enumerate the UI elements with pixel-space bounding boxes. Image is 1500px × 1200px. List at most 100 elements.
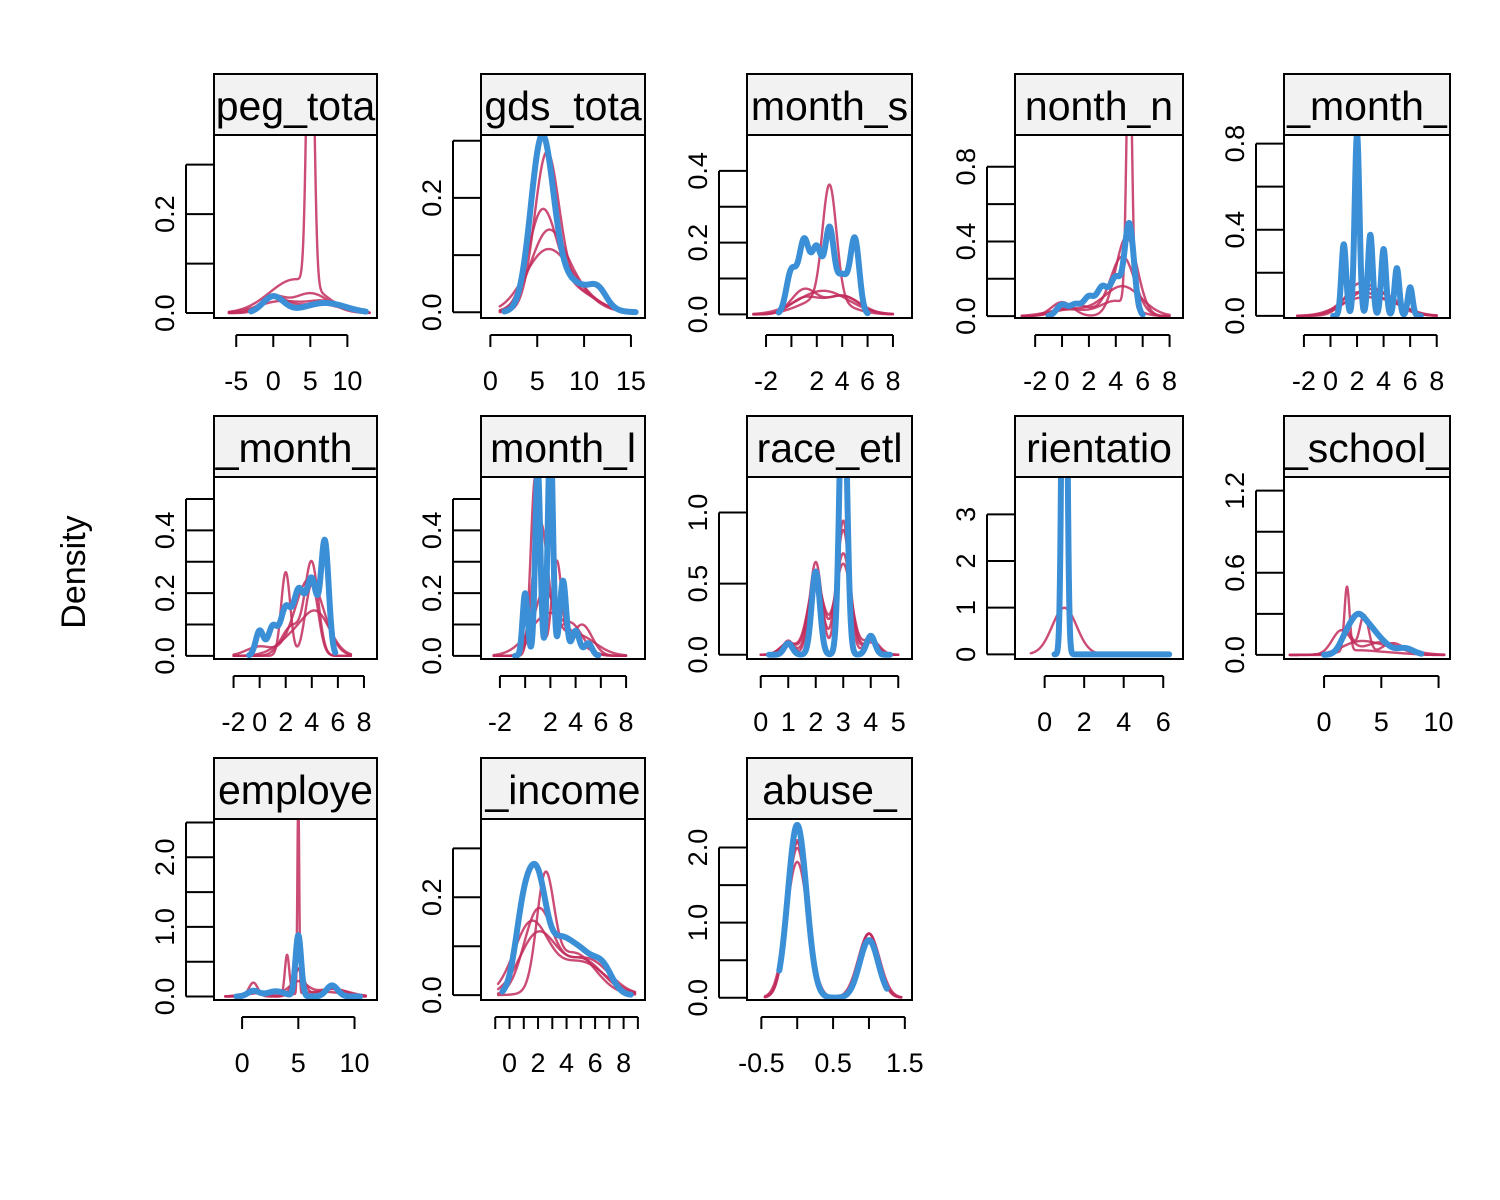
x-tick-label: -0.5 (738, 1048, 785, 1078)
observed-density-line (499, 860, 634, 998)
x-tick-label: 0 (483, 366, 498, 396)
strip-label: _month_ (1286, 83, 1448, 129)
strip-label: month_l (490, 425, 636, 471)
y-tick-label: 1.0 (150, 908, 180, 946)
strip-label: abuse_ (762, 767, 898, 813)
x-tick-label: 0 (1317, 707, 1332, 737)
y-tick-label: 0.0 (150, 978, 180, 1016)
x-tick-label: 4 (568, 707, 583, 737)
strip-box (746, 757, 913, 820)
x-tick-label: 8 (356, 707, 371, 737)
strip-label: employe (218, 767, 373, 813)
panel-month: _month_ -2 0 2 4 6 8 0.0 0.2 0.4 (150, 415, 378, 737)
x-tick-label: 5 (303, 366, 318, 396)
y-tick-label: 0.2 (417, 179, 447, 217)
x-tick-label: -2 (488, 707, 512, 737)
y-tick-label: 0.6 (1220, 554, 1250, 592)
plot-frame (213, 476, 378, 660)
strip-box (1283, 73, 1451, 136)
x-tick-label: 6 (860, 366, 875, 396)
panel-month_n: nonth_n -2 0 2 4 6 8 0.0 0.4 0.8 (951, 73, 1184, 396)
y-tick-label: 0.8 (951, 148, 981, 186)
x-tick-label: 1 (781, 707, 796, 737)
x-tick-label: 0 (502, 1048, 517, 1078)
x-tick-label: 0 (1037, 707, 1052, 737)
x-tick-label: 6 (1403, 366, 1418, 396)
panel-gds_total: gds_tota 0 5 10 15 0.0 0.2 (417, 73, 646, 396)
x-tick-label: 0 (235, 1048, 250, 1078)
x-tick-label: 0.5 (814, 1048, 852, 1078)
x-tick-label: 10 (1424, 707, 1454, 737)
observed-density-line (248, 293, 369, 315)
y-axis-label: Density (55, 515, 93, 628)
strip-label: rientatio (1026, 425, 1172, 471)
x-tick-label: 6 (330, 707, 345, 737)
strip-label: _school_ (1284, 425, 1450, 471)
strip-box (213, 73, 378, 136)
y-tick-label: 0.4 (150, 512, 180, 550)
y-tick-label: 0 (951, 647, 981, 662)
observed-density-line (501, 135, 639, 316)
panel-peg_total: peg_tota -5 0 5 10 0.0 0.2 (150, 73, 378, 396)
y-tick-label: 0.4 (1220, 211, 1250, 249)
plot-frame (480, 476, 646, 660)
y-tick-label: 0.0 (683, 636, 713, 674)
x-tick-label: 2 (531, 1048, 546, 1078)
x-tick-label: 5 (291, 1048, 306, 1078)
x-tick-label: -5 (224, 366, 248, 396)
strip-box (746, 73, 913, 136)
strip-box (1014, 415, 1184, 478)
plot-frame (213, 818, 378, 1001)
x-tick-label: 10 (569, 366, 599, 396)
x-tick-label: 2 (808, 707, 823, 737)
x-tick-label: 0 (1055, 366, 1070, 396)
x-tick-label: 2 (543, 707, 558, 737)
strip-box (480, 73, 646, 136)
strip-box (213, 415, 378, 478)
plot-frame (1014, 134, 1184, 319)
x-tick-label: 8 (616, 1048, 631, 1078)
strip-box (746, 415, 913, 478)
y-tick-label: 0.2 (150, 195, 180, 233)
x-tick-label: 4 (559, 1048, 574, 1078)
panel-employed: employe 0 5 10 0.0 1.0 2.0 (150, 757, 378, 1078)
y-tick-label: 1 (951, 600, 981, 615)
panel-race_eth: race_etl 0 1 2 3 4 5 0.0 0.5 1.0 (683, 415, 913, 737)
x-tick-label: 2 (1350, 366, 1365, 396)
strip-label: nonth_n (1025, 83, 1173, 129)
x-tick-label: 5 (530, 366, 545, 396)
y-tick-label: 0.2 (417, 574, 447, 612)
x-tick-label: 6 (593, 707, 608, 737)
y-tick-label: 0.0 (417, 637, 447, 675)
observed-density-line (1051, 477, 1173, 658)
panel-month_s: month_s -2 2 4 6 8 0.0 0.2 0.4 (683, 73, 913, 396)
y-tick-label: 0.0 (683, 979, 713, 1017)
x-tick-label: -2 (754, 366, 778, 396)
x-tick-label: 0 (252, 707, 267, 737)
strip-box (213, 757, 378, 820)
y-tick-label: 0.0 (683, 296, 713, 334)
y-tick-label: 0.0 (150, 637, 180, 675)
y-tick-label: 0.2 (417, 878, 447, 916)
x-tick-label: 4 (835, 366, 850, 396)
plot-frame (480, 818, 646, 1001)
strip-label: _month_ (215, 425, 377, 471)
strip-label: gds_tota (484, 83, 641, 129)
y-tick-label: 0.0 (417, 976, 447, 1014)
x-tick-label: 4 (1376, 366, 1391, 396)
plot-frame (746, 818, 913, 1001)
x-tick-label: 5 (1374, 707, 1389, 737)
strip-box (1283, 415, 1451, 478)
y-tick-label: 3 (951, 507, 981, 522)
x-tick-label: 6 (1156, 707, 1171, 737)
y-tick-label: 2 (951, 553, 981, 568)
y-tick-label: 0.0 (417, 294, 447, 332)
x-tick-label: 2 (1077, 707, 1092, 737)
observed-density-line (1321, 610, 1425, 658)
x-tick-label: 8 (619, 707, 634, 737)
panel-income: _income 0 2 4 6 8 0.0 0.2 (417, 757, 646, 1078)
plot-frame (1014, 476, 1184, 660)
strip-label: race_etl (757, 425, 903, 471)
